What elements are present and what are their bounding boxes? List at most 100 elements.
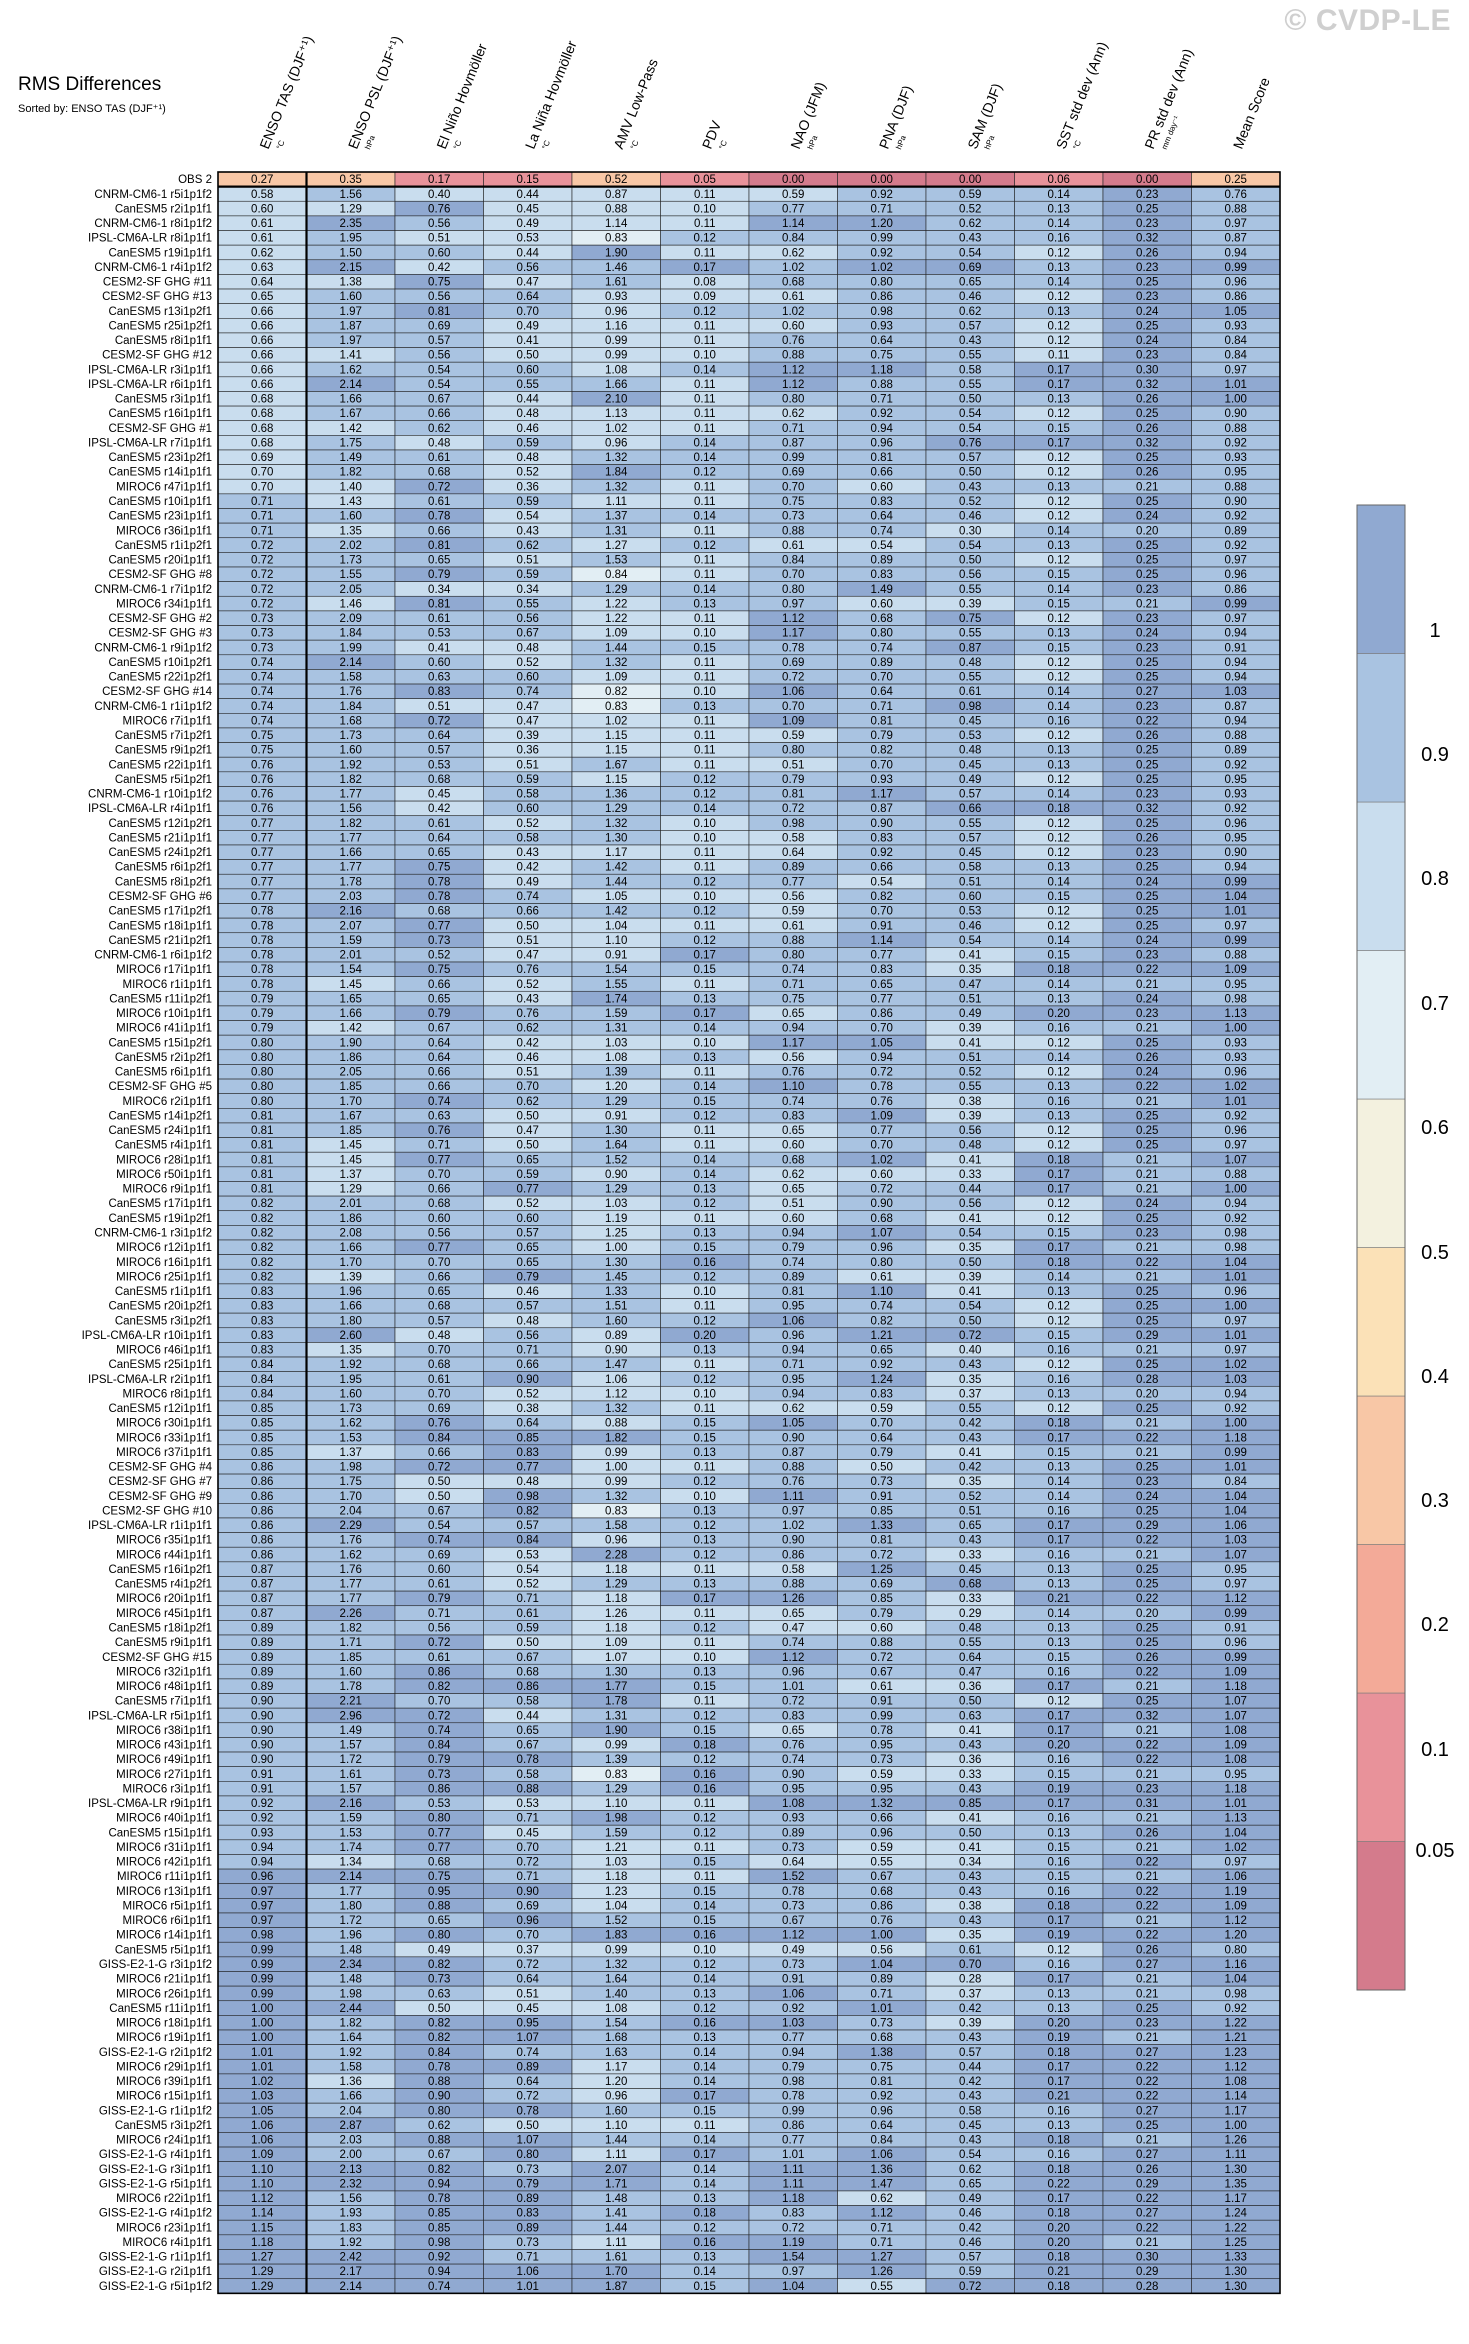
cell-value: 0.86 xyxy=(782,2120,804,2132)
cell-value: 0.21 xyxy=(1048,2266,1070,2278)
cell-value: 0.14 xyxy=(694,1900,717,1912)
cell-value: 0.10 xyxy=(694,1037,716,1049)
cell-value: 0.57 xyxy=(959,452,981,464)
cell-value: 0.74 xyxy=(871,1301,894,1313)
cell-value: 0.91 xyxy=(251,1769,273,1781)
cell-value: 0.49 xyxy=(428,1944,450,1956)
cell-value: 1.09 xyxy=(871,1110,893,1122)
cell-value: 1.29 xyxy=(605,1184,627,1196)
cell-value: 0.74 xyxy=(782,964,805,976)
cell-value: 0.54 xyxy=(871,540,894,552)
cell-value: 0.17 xyxy=(1048,1798,1070,1810)
cell-value: 0.78 xyxy=(251,906,273,918)
cell-value: 1.07 xyxy=(605,1652,627,1664)
cell-value: 1.02 xyxy=(605,715,627,727)
row-label: CanESM5 r25i1p1f1 xyxy=(108,1359,212,1371)
cell-value: 0.64 xyxy=(428,1052,451,1064)
cell-value: 1.82 xyxy=(340,774,362,786)
cell-value: 0.14 xyxy=(694,1081,717,1093)
cell-value: 1.17 xyxy=(871,789,893,801)
cell-value: 0.71 xyxy=(251,496,273,508)
cell-value: 0.21 xyxy=(1136,1681,1158,1693)
cell-value: 1.11 xyxy=(782,2178,804,2190)
cell-value: 1.60 xyxy=(340,511,362,523)
cell-value: 0.55 xyxy=(517,598,539,610)
cell-value: 0.79 xyxy=(871,730,893,742)
cell-value: 0.23 xyxy=(1136,642,1158,654)
cell-value: 0.88 xyxy=(428,2076,450,2088)
cell-value: 1.29 xyxy=(605,803,627,815)
cell-value: 1.12 xyxy=(871,2208,893,2220)
cell-value: 0.68 xyxy=(517,1666,539,1678)
cell-value: 0.88 xyxy=(782,935,804,947)
colorbar-segment xyxy=(1356,1841,1406,1991)
cell-value: 0.49 xyxy=(959,2193,981,2205)
cell-value: 0.16 xyxy=(1048,1813,1070,1825)
column-unit: °C xyxy=(717,139,729,151)
row-label: CanESM5 r3i1p2f1 xyxy=(115,1315,212,1327)
row-label: MIROC6 r20i1p1f1 xyxy=(116,1593,212,1605)
cell-value: 2.16 xyxy=(340,906,362,918)
cell-value: 0.25 xyxy=(1136,1140,1158,1152)
cell-value: 0.11 xyxy=(694,1125,716,1137)
cell-value: 1.12 xyxy=(782,1930,804,1942)
cell-value: 0.82 xyxy=(251,1213,273,1225)
cell-value: 1.17 xyxy=(782,628,804,640)
row-label: MIROC6 r17i1p1f1 xyxy=(116,964,212,976)
cell-value: 0.61 xyxy=(428,1652,450,1664)
cell-value: 0.77 xyxy=(251,862,273,874)
cell-value: 2.14 xyxy=(340,379,363,391)
row-label: MIROC6 r10i1p1f1 xyxy=(116,1008,212,1020)
cell-value: 0.36 xyxy=(959,1681,981,1693)
cell-value: 0.92 xyxy=(871,847,893,859)
cell-value: 0.43 xyxy=(959,335,981,347)
cell-value: 0.72 xyxy=(782,2222,804,2234)
cell-value: 0.79 xyxy=(251,993,273,1005)
cell-value: 0.53 xyxy=(517,1798,539,1810)
cell-value: 0.53 xyxy=(959,730,981,742)
cell-value: 2.05 xyxy=(340,1067,362,1079)
cell-value: 1.76 xyxy=(340,1564,362,1576)
cell-value: 0.15 xyxy=(694,642,716,654)
cell-value: 0.50 xyxy=(517,920,539,932)
cell-value: 0.97 xyxy=(782,2266,804,2278)
cell-value: 2.10 xyxy=(605,394,627,406)
cell-value: 0.21 xyxy=(1136,1345,1158,1357)
cell-value: 0.22 xyxy=(1136,1666,1158,1678)
cell-value: 0.10 xyxy=(694,203,716,215)
cell-value: 0.83 xyxy=(871,832,893,844)
cell-value: 0.97 xyxy=(1225,920,1247,932)
cell-value: 1.62 xyxy=(340,364,362,376)
cell-value: 0.60 xyxy=(871,598,893,610)
cell-value: 0.62 xyxy=(428,423,450,435)
cell-value: 1.67 xyxy=(340,1110,362,1122)
cell-value: 0.62 xyxy=(782,247,804,259)
cell-value: 0.75 xyxy=(871,2061,893,2073)
cell-value: 1.92 xyxy=(340,2047,362,2059)
row-label: CanESM5 r4i1p1f1 xyxy=(115,1140,212,1152)
cell-value: 0.20 xyxy=(1048,1008,1070,1020)
row-label: CESM2-SF GHG #3 xyxy=(108,628,212,640)
cell-value: 0.42 xyxy=(959,1462,981,1474)
cell-value: 1.11 xyxy=(1225,2149,1247,2161)
cell-value: 0.11 xyxy=(694,525,716,537)
cell-value: 0.10 xyxy=(694,350,716,362)
cell-value: 2.60 xyxy=(340,1330,362,1342)
cell-value: 0.79 xyxy=(428,569,450,581)
cell-value: 0.92 xyxy=(782,2003,804,2015)
cell-value: 1.55 xyxy=(605,979,627,991)
cell-value: 2.35 xyxy=(340,218,362,230)
cell-value: 0.61 xyxy=(251,218,273,230)
column-unit: °C xyxy=(275,139,287,151)
cell-value: 1.02 xyxy=(782,262,804,274)
cell-value: 0.22 xyxy=(1136,2091,1158,2103)
cell-value: 2.32 xyxy=(340,2178,362,2190)
cell-value: 0.00 xyxy=(959,174,981,186)
cell-value: 0.55 xyxy=(517,379,539,391)
cell-value: 0.12 xyxy=(694,2003,716,2015)
cell-value: 0.52 xyxy=(517,818,539,830)
cell-value: 1.07 xyxy=(1225,1710,1247,1722)
cell-value: 0.19 xyxy=(1048,1783,1070,1795)
row-label: MIROC6 r48i1p1f1 xyxy=(116,1681,212,1693)
cell-value: 0.45 xyxy=(428,789,450,801)
